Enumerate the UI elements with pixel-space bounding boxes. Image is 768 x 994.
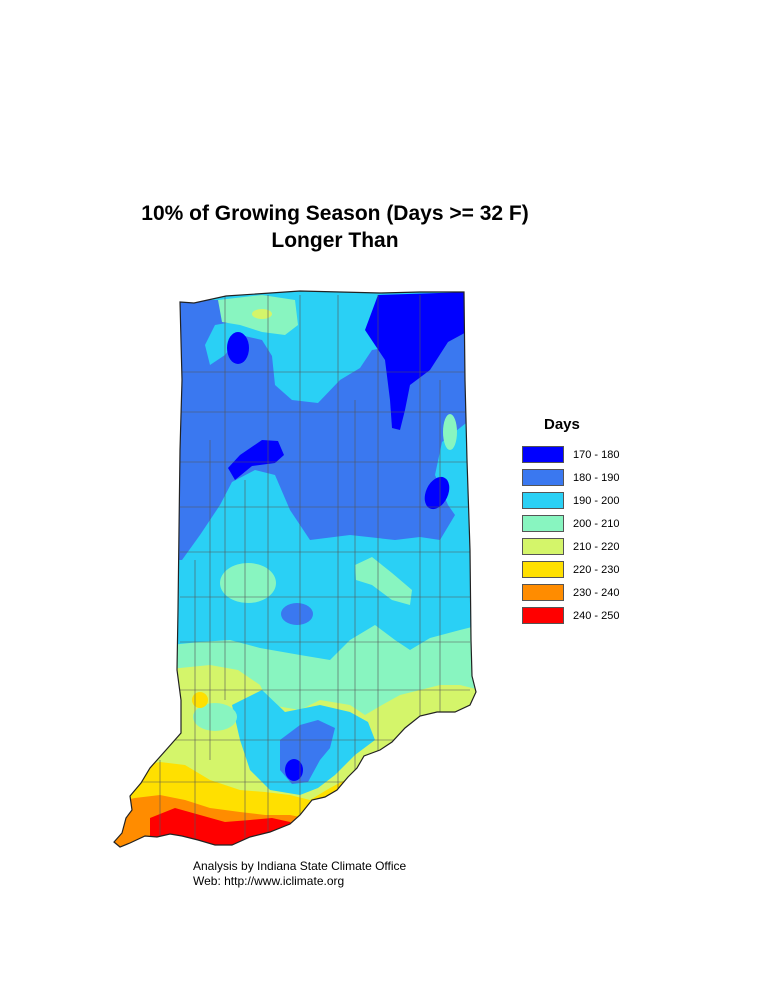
legend-label: 180 - 190 [573,471,620,484]
legend-label: 230 - 240 [573,586,620,599]
legend-swatch [522,607,564,624]
legend-label: 240 - 250 [573,609,620,622]
fill-190-200-southwest [193,703,237,731]
fill-170-180-south-core [285,759,303,781]
fill-180-190-blob-central [281,603,313,625]
legend-label: 220 - 230 [573,563,620,576]
legend-swatch [522,584,564,601]
fill-240-250-south [150,808,300,847]
legend-item: 230 - 240 [522,581,619,604]
fill-170-180-northeast [365,292,470,430]
fill-200-210-central-west [220,563,276,603]
legend: Days 170 - 180 180 - 190 190 - 200 200 -… [522,416,619,627]
legend-swatch [522,469,564,486]
legend-item: 170 - 180 [522,443,619,466]
legend-title: Days [544,416,580,433]
county-boundaries [120,295,470,847]
legend-swatch [522,515,564,532]
legend-label: 210 - 220 [573,540,620,553]
credit-analysis: Analysis by Indiana State Climate Office [193,859,407,873]
legend-label: 200 - 210 [573,517,620,530]
legend-item: 180 - 190 [522,466,619,489]
legend-swatch [522,492,564,509]
legend-item: 200 - 210 [522,512,619,535]
legend-swatch [522,538,564,555]
fill-210-220-northwest [252,309,272,319]
fill-220-230-spot [192,692,208,708]
fill-200-210-central-east [355,557,412,605]
legend-item: 220 - 230 [522,558,619,581]
fill-200-210-east [443,414,457,450]
indiana-state-outline [113,290,477,848]
legend-swatch [522,561,564,578]
legend-item: 240 - 250 [522,604,619,627]
legend-label: 170 - 180 [573,448,620,461]
fill-170-180-blob-east [424,476,450,510]
legend-items: 170 - 180 180 - 190 190 - 200 200 - 210 … [522,443,619,627]
map-subtitle: Longer Than [271,229,399,252]
legend-swatch [522,446,564,463]
fill-170-180-blob-central [228,440,284,480]
map-title: 10% of Growing Season (Days >= 32 F) [141,202,529,225]
legend-item: 210 - 220 [522,535,619,558]
fill-170-180-blob-nw [227,332,249,364]
credit-web: Web: http://www.iclimate.org [193,874,345,888]
legend-label: 190 - 200 [573,494,620,507]
legend-item: 190 - 200 [522,489,619,512]
